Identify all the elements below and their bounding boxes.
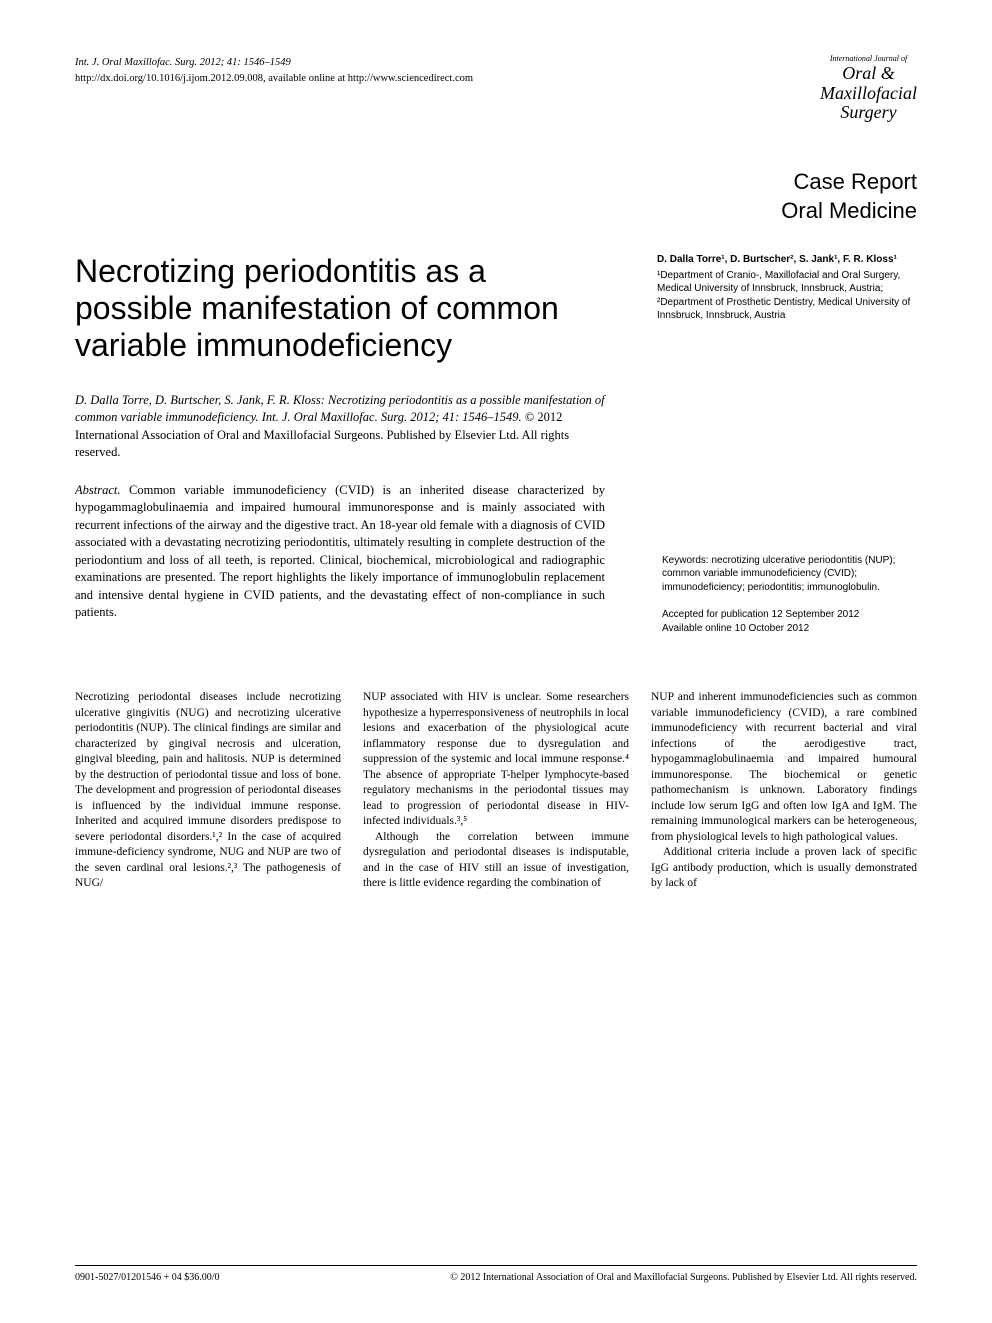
abstract-text-block: Abstract. Common variable immunodeficien… xyxy=(75,482,605,636)
accepted-line2: Available online 10 October 2012 xyxy=(662,622,917,636)
citation-block: D. Dalla Torre, D. Burtscher, S. Jank, F… xyxy=(75,392,605,462)
journal-logo: International Journal of Oral & Maxillof… xyxy=(820,55,917,123)
body-column-2: NUP associated with HIV is unclear. Some… xyxy=(363,690,629,892)
article-type-block: Case Report Oral Medicine xyxy=(75,168,917,225)
body-col3-p1: NUP and inherent immunodeficiencies such… xyxy=(651,690,917,845)
doi-line: http://dx.doi.org/10.1016/j.ijom.2012.09… xyxy=(75,71,473,87)
journal-logo-line2: Oral & xyxy=(820,64,917,84)
journal-reference: Int. J. Oral Maxillofac. Surg. 2012; 41:… xyxy=(75,55,473,71)
article-type-line2: Oral Medicine xyxy=(75,197,917,226)
accepted-block: Accepted for publication 12 September 20… xyxy=(662,608,917,635)
accepted-line1: Accepted for publication 12 September 20… xyxy=(662,608,917,622)
journal-logo-line3: Maxillofacial xyxy=(820,84,917,104)
body-col3-p2: Additional criteria include a proven lac… xyxy=(651,845,917,892)
body-column-3: NUP and inherent immunodeficiencies such… xyxy=(651,690,917,892)
header-left: Int. J. Oral Maxillofac. Surg. 2012; 41:… xyxy=(75,55,473,87)
footer: 0901-5027/01201546 + 04 $36.00/0 © 2012 … xyxy=(75,1265,917,1283)
title-section: Necrotizing periodontitis as a possible … xyxy=(75,253,917,363)
article-type-line1: Case Report xyxy=(75,168,917,197)
authors-block: D. Dalla Torre¹, D. Burtscher², S. Jank¹… xyxy=(657,253,917,323)
footer-right: © 2012 International Association of Oral… xyxy=(450,1272,917,1283)
keywords-label: Keywords: xyxy=(662,555,709,566)
body-col2-p2: Although the correlation between immune … xyxy=(363,830,629,892)
abstract-label: Abstract. xyxy=(75,483,120,497)
header-row: Int. J. Oral Maxillofac. Surg. 2012; 41:… xyxy=(75,55,917,123)
journal-logo-line4: Surgery xyxy=(820,103,917,123)
footer-left: 0901-5027/01201546 + 04 $36.00/0 xyxy=(75,1272,220,1283)
body-columns: Necrotizing periodontal diseases include… xyxy=(75,690,917,892)
author-names: D. Dalla Torre¹, D. Burtscher², S. Jank¹… xyxy=(657,253,917,267)
author-affiliations: ¹Department of Cranio-, Maxillofacial an… xyxy=(657,269,917,323)
keywords-block: Keywords: necrotizing ulcerative periodo… xyxy=(662,554,917,595)
body-column-1: Necrotizing periodontal diseases include… xyxy=(75,690,341,892)
abstract-sidebar: Keywords: necrotizing ulcerative periodo… xyxy=(662,482,917,636)
abstract-row: Abstract. Common variable immunodeficien… xyxy=(75,482,917,636)
body-col1-text: Necrotizing periodontal diseases include… xyxy=(75,690,341,892)
body-col2-p1: NUP associated with HIV is unclear. Some… xyxy=(363,690,629,830)
article-title: Necrotizing periodontitis as a possible … xyxy=(75,253,595,363)
abstract-text: Common variable immunodeficiency (CVID) … xyxy=(75,483,605,620)
